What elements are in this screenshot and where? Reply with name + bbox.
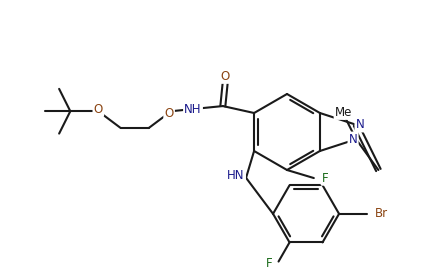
Text: O: O [165,107,174,120]
Text: O: O [221,70,230,83]
Text: N: N [349,133,357,146]
Text: HN: HN [227,169,245,182]
Text: NH: NH [184,102,202,116]
Text: O: O [94,103,103,116]
Text: Br: Br [375,207,388,220]
Text: F: F [322,172,329,185]
Text: Me: Me [335,106,352,119]
Text: F: F [266,257,273,270]
Text: N: N [356,118,364,131]
